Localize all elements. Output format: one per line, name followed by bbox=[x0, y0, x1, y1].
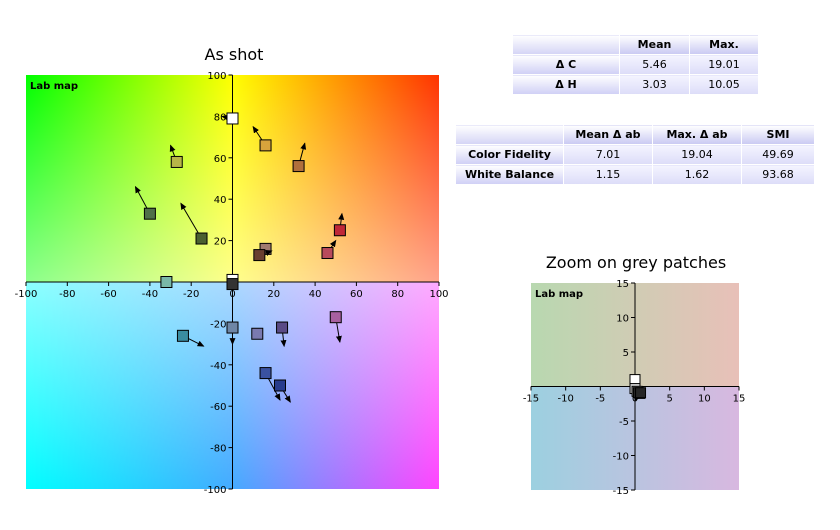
zoom-x-tick-label: 10 bbox=[698, 394, 711, 405]
main-x-tick-label: -40 bbox=[142, 289, 158, 300]
main-chart-axes: -100 -80 -60 -40 -20 0 20 40 60 80 100 100 80 60 40 20 -… bbox=[15, 71, 449, 496]
main-patch-marker bbox=[292, 160, 305, 173]
row-label: Δ C bbox=[512, 54, 620, 75]
delta-table: Mean Max. Δ C 5.46 19.01 Δ H 3.03 10.05 bbox=[512, 34, 759, 95]
main-patch-marker bbox=[273, 379, 286, 392]
cell-mean: 5.46 bbox=[619, 54, 690, 75]
cell-smi: 93.68 bbox=[741, 164, 815, 185]
cell-mean: 7.01 bbox=[563, 144, 653, 165]
main-y-tick-label: 100 bbox=[207, 71, 226, 82]
main-y-tick-label: -100 bbox=[204, 485, 227, 496]
main-patch-marker bbox=[170, 155, 183, 168]
table-row: Δ H 3.03 10.05 bbox=[512, 74, 759, 95]
zoom-y-tick-label: -10 bbox=[613, 452, 629, 463]
fidelity-header-mean: Mean Δ ab bbox=[563, 124, 653, 145]
zoom-y-tick-label: 5 bbox=[623, 348, 629, 359]
main-patch-marker bbox=[276, 321, 289, 334]
main-patch-marker bbox=[176, 329, 189, 342]
main-patch-marker bbox=[160, 276, 173, 288]
main-patch-marker bbox=[226, 321, 239, 334]
zoom-x-tick-label: -10 bbox=[557, 394, 573, 405]
main-y-tick-label: 20 bbox=[214, 237, 227, 248]
zoom-y-tick-label: -5 bbox=[619, 417, 629, 428]
main-patch-marker bbox=[226, 278, 239, 291]
table-row: Δ C 5.46 19.01 bbox=[512, 54, 759, 75]
row-label: White Balance bbox=[455, 164, 564, 185]
zoom-chart-title: Zoom on grey patches bbox=[546, 253, 726, 272]
zoom-y-tick-label: -15 bbox=[613, 486, 629, 497]
zoom-map-label: Lab map bbox=[535, 289, 583, 300]
cell-max: 19.04 bbox=[652, 144, 742, 165]
row-label: Color Fidelity bbox=[455, 144, 564, 165]
main-map-label: Lab map bbox=[30, 81, 78, 92]
main-patch-marker bbox=[329, 311, 342, 324]
fidelity-header-blank bbox=[455, 124, 564, 145]
main-y-tick-label: -60 bbox=[210, 402, 226, 413]
main-patch-marker bbox=[195, 232, 208, 245]
table-row: Color Fidelity 7.01 19.04 49.69 bbox=[455, 144, 815, 165]
zoom-x-tick-label: 5 bbox=[666, 394, 672, 405]
cell-max: 19.01 bbox=[689, 54, 759, 75]
zoom-chart-points bbox=[629, 374, 647, 402]
fidelity-table-header: Mean Δ ab Max. Δ ab SMI bbox=[455, 124, 815, 145]
main-patch-marker bbox=[226, 112, 239, 125]
main-x-tick-label: -60 bbox=[100, 289, 116, 300]
delta-table-header: Mean Max. bbox=[512, 34, 759, 55]
fidelity-table: Mean Δ ab Max. Δ ab SMI Color Fidelity 7… bbox=[455, 124, 815, 185]
main-patch-marker bbox=[333, 224, 346, 237]
main-patch-marker bbox=[143, 207, 156, 220]
main-x-tick-label: 40 bbox=[309, 289, 322, 300]
cell-mean: 1.15 bbox=[563, 164, 653, 185]
zoom-patch-marker bbox=[635, 387, 647, 399]
row-label: Δ H bbox=[512, 74, 620, 95]
main-y-tick-label: 60 bbox=[214, 154, 227, 165]
main-y-tick-label: 80 bbox=[214, 112, 227, 123]
fidelity-header-smi: SMI bbox=[741, 124, 815, 145]
main-patch-marker bbox=[259, 139, 272, 152]
fidelity-header-max: Max. Δ ab bbox=[652, 124, 742, 145]
main-x-tick-label: 0 bbox=[229, 289, 235, 300]
main-y-tick-label: -20 bbox=[210, 319, 226, 330]
main-x-tick-label: -20 bbox=[183, 289, 199, 300]
zoom-y-tick-label: 15 bbox=[616, 279, 629, 290]
main-patch-marker bbox=[321, 247, 334, 260]
main-x-tick-label: 100 bbox=[429, 289, 448, 300]
cell-max: 1.62 bbox=[652, 164, 742, 185]
main-y-tick-label: 40 bbox=[214, 195, 227, 206]
cell-max: 10.05 bbox=[689, 74, 759, 95]
table-row: White Balance 1.15 1.62 93.68 bbox=[455, 164, 815, 185]
main-x-tick-label: -80 bbox=[59, 289, 75, 300]
main-y-tick-label: -40 bbox=[210, 361, 226, 372]
zoom-y-tick-label: 10 bbox=[616, 314, 629, 325]
zoom-x-tick-label: -5 bbox=[595, 394, 605, 405]
zoom-x-tick-label: -15 bbox=[523, 394, 539, 405]
main-chart-points bbox=[134, 112, 346, 403]
cell-smi: 49.69 bbox=[741, 144, 815, 165]
main-x-tick-label: 20 bbox=[267, 289, 280, 300]
delta-header-max: Max. bbox=[689, 34, 759, 55]
main-patch-marker bbox=[259, 367, 272, 380]
delta-header-blank bbox=[512, 34, 620, 55]
zoom-x-tick-label: 15 bbox=[733, 394, 746, 405]
delta-header-mean: Mean bbox=[619, 34, 690, 55]
main-x-tick-label: 80 bbox=[391, 289, 404, 300]
main-patch-marker bbox=[251, 327, 264, 340]
main-chart-title: As shot bbox=[205, 45, 264, 64]
cell-mean: 3.03 bbox=[619, 74, 690, 95]
main-x-tick-label: 60 bbox=[350, 289, 363, 300]
main-y-tick-label: -80 bbox=[210, 444, 226, 455]
main-patch-marker bbox=[253, 249, 266, 262]
main-x-tick-label: -100 bbox=[15, 289, 38, 300]
